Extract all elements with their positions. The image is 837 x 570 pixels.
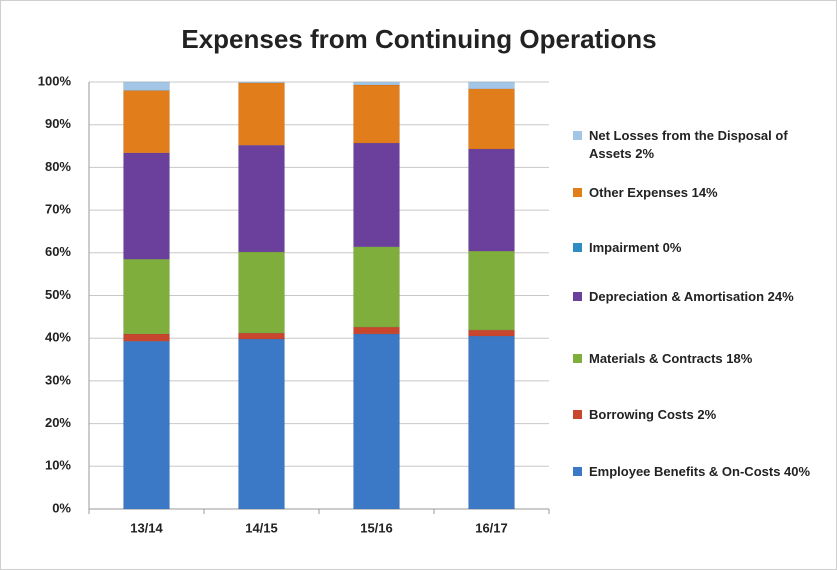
- y-tick-label: 90%: [45, 116, 71, 131]
- legend-item: Depreciation & Amortisation 24%: [573, 288, 813, 306]
- y-tick-label: 80%: [45, 159, 71, 174]
- legend-label: Borrowing Costs 2%: [589, 407, 717, 422]
- bar-segment: [353, 142, 400, 248]
- legend-item: Materials & Contracts 18%: [573, 350, 813, 368]
- legend-label: Other Expenses 14%: [589, 185, 718, 200]
- y-tick-label: 30%: [45, 372, 71, 387]
- bar-segment: [123, 258, 170, 335]
- legend-key: [573, 131, 582, 140]
- bar-segment: [468, 335, 515, 510]
- y-tick-label: 70%: [45, 202, 71, 217]
- legend-key: [573, 292, 582, 301]
- x-tick-label: 15/16: [360, 520, 393, 535]
- y-tick-label: 10%: [45, 458, 71, 473]
- y-tick-label: 20%: [45, 415, 71, 430]
- legend-key: [573, 410, 582, 419]
- legend-label: Depreciation & Amortisation 24%: [589, 289, 794, 304]
- legend-item: Impairment 0%: [573, 239, 813, 257]
- bar-segment: [353, 81, 400, 86]
- bar-segment: [238, 332, 285, 340]
- bar-segment: [238, 144, 285, 253]
- bar-segment: [238, 251, 285, 334]
- y-tick-label: 40%: [45, 330, 71, 345]
- bar-segment: [238, 81, 285, 84]
- bar-segment: [353, 333, 400, 510]
- y-tick-label: 60%: [45, 244, 71, 259]
- legend-label: Materials & Contracts 18%: [589, 351, 753, 366]
- bar-segment: [123, 340, 170, 510]
- legend-key: [573, 354, 582, 363]
- bar-segment: [353, 246, 400, 328]
- bar-segment: [468, 329, 515, 337]
- y-tick-label: 100%: [38, 73, 72, 88]
- bar-segment: [468, 148, 515, 252]
- bar-segment: [238, 82, 285, 146]
- x-tick-label: 13/14: [130, 520, 163, 535]
- bar-segment: [123, 333, 170, 342]
- bar-segment: [123, 90, 170, 154]
- legend-key: [573, 467, 582, 476]
- legend-item: Borrowing Costs 2%: [573, 406, 813, 424]
- bar-segment: [468, 88, 515, 150]
- bar-segment: [123, 152, 170, 260]
- bar-segment: [468, 250, 515, 331]
- bar-segment: [353, 326, 400, 335]
- y-tick-label: 50%: [45, 287, 71, 302]
- legend-key: [573, 243, 582, 252]
- bar-segment: [123, 81, 170, 91]
- x-tick-label: 14/15: [245, 520, 278, 535]
- legend-item: Employee Benefits & On-Costs 40%: [573, 463, 813, 481]
- bar-segment: [353, 84, 400, 144]
- bar-segment: [238, 338, 285, 510]
- legend-label: Employee Benefits & On-Costs 40%: [589, 464, 811, 479]
- legend-label: Net Losses from the Disposal of Assets 2…: [589, 128, 788, 161]
- legend-label: Impairment 0%: [589, 240, 682, 255]
- bar-segment: [468, 81, 515, 90]
- legend-item: Net Losses from the Disposal of Assets 2…: [573, 127, 813, 163]
- legend-item: Other Expenses 14%: [573, 184, 813, 202]
- x-tick-label: 16/17: [475, 520, 508, 535]
- y-tick-label: 0%: [52, 500, 71, 515]
- chart-title: Expenses from Continuing Operations: [181, 24, 656, 54]
- legend-key: [573, 188, 582, 197]
